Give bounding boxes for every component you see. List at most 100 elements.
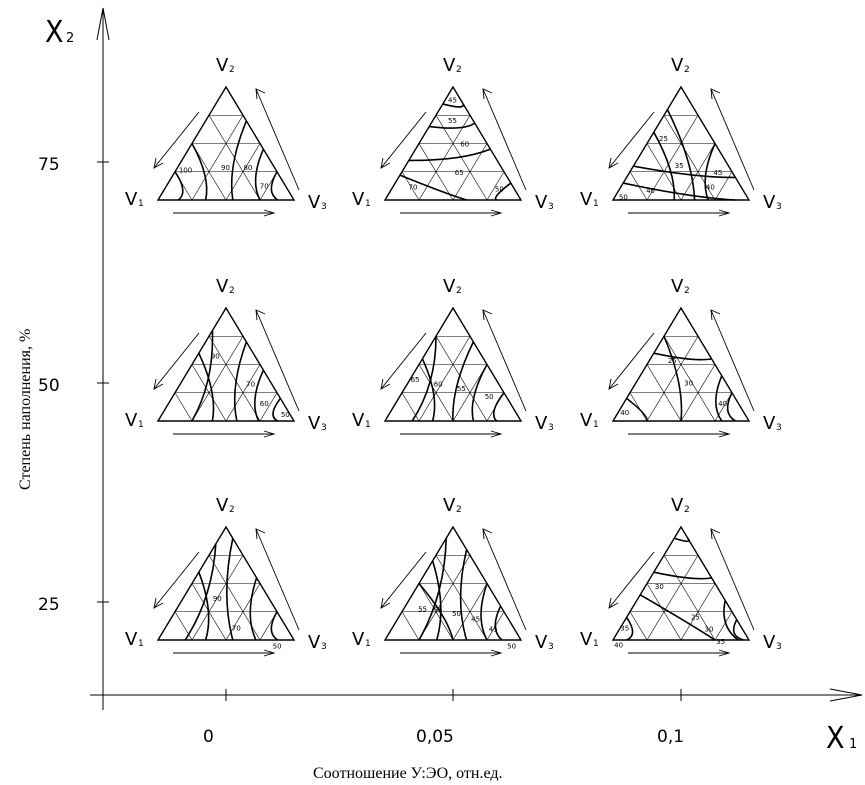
arrow-head xyxy=(482,309,493,321)
arrow-line xyxy=(608,551,655,609)
contour-label: 50 xyxy=(485,393,494,401)
x-tick-label-01: 0,1 xyxy=(657,727,684,747)
vertex-label-v1: V xyxy=(352,629,365,650)
contour-line xyxy=(418,582,454,641)
grid-line xyxy=(646,555,699,641)
vertex-label-v1: V xyxy=(352,189,365,210)
contour-label: 80 xyxy=(243,164,252,172)
contour-label: 35 xyxy=(716,638,725,646)
contour-line xyxy=(653,352,712,361)
grid-line xyxy=(401,611,420,641)
contour-line xyxy=(666,109,696,201)
contour-line xyxy=(639,594,716,641)
vertex-label-v2-sub: 2 xyxy=(229,65,235,75)
contour-line xyxy=(715,375,723,422)
contour-label: 60 xyxy=(260,400,269,408)
vertex-label-v1-sub: 1 xyxy=(593,199,599,209)
vertex-label-v1: V xyxy=(580,189,593,210)
contour-line xyxy=(198,352,215,422)
arrow-line xyxy=(255,88,300,191)
contour-label: 55 xyxy=(418,605,427,613)
arrow-head xyxy=(710,309,721,321)
vertex-label-v3: V xyxy=(535,632,548,653)
arrow-head xyxy=(255,528,266,540)
contour-line xyxy=(431,560,442,641)
contour-lines xyxy=(174,120,279,201)
ternary-triangle xyxy=(611,525,751,641)
grid-line xyxy=(174,392,193,422)
contour-lines xyxy=(399,103,512,201)
vertex-label-v1-sub: 1 xyxy=(365,639,371,649)
grid-line xyxy=(646,115,699,201)
y-tick-label-50: 50 xyxy=(38,376,60,396)
contour-line xyxy=(452,341,475,422)
vertex-label-v1: V xyxy=(580,629,593,650)
y-tick-label-75: 75 xyxy=(38,155,60,175)
grid-line xyxy=(418,364,454,422)
direction-arrows xyxy=(380,309,527,438)
contour-line xyxy=(732,619,744,641)
arrow-line xyxy=(710,309,755,412)
grid-line xyxy=(418,555,471,641)
contour-line xyxy=(459,549,468,641)
arrow-line xyxy=(482,528,527,631)
contour-line xyxy=(198,571,210,641)
contour-label: 70 xyxy=(232,625,241,633)
contour-line xyxy=(492,392,505,422)
contour-line xyxy=(723,600,739,641)
vertex-label-v1: V xyxy=(125,189,138,210)
contour-label: 90 xyxy=(213,595,222,603)
vertex-label-v2: V xyxy=(443,276,456,297)
arrow-line xyxy=(482,309,527,412)
direction-arrows xyxy=(608,88,755,217)
ternary-triangle xyxy=(156,525,296,641)
contour-lines xyxy=(625,537,744,641)
contour-label: 55 xyxy=(457,385,466,393)
vertex-label-v3: V xyxy=(763,413,776,434)
vertex-label-v1-sub: 1 xyxy=(138,639,144,649)
ternary-grid xyxy=(174,335,278,422)
arrow-head xyxy=(255,88,266,100)
contour-line xyxy=(421,358,436,422)
x-tick-label-005: 0,05 xyxy=(416,727,454,747)
vertex-label-v2-sub: 2 xyxy=(229,505,235,515)
contour-lines xyxy=(184,538,279,641)
vertex-label-v2: V xyxy=(671,495,684,516)
arrow-head xyxy=(380,597,391,609)
contour-label: 45 xyxy=(713,169,722,177)
arrow-head xyxy=(482,88,493,100)
contour-line xyxy=(233,341,248,422)
arrow-line xyxy=(153,332,200,390)
axes xyxy=(90,7,863,710)
contour-label: 60 xyxy=(434,381,443,389)
direction-arrows xyxy=(380,88,527,217)
vertex-label-v3: V xyxy=(763,632,776,653)
vertex-label-v2-sub: 2 xyxy=(229,286,235,296)
contour-line xyxy=(673,537,690,543)
direction-arrows xyxy=(153,309,300,438)
arrow-head xyxy=(153,378,164,390)
vertex-label-v2: V xyxy=(671,55,684,76)
contour-label: 50 xyxy=(281,411,290,419)
vertex-label-v2: V xyxy=(216,495,229,516)
vertex-label-v3-sub: 3 xyxy=(548,642,554,652)
grid-line xyxy=(418,336,471,422)
grid-line xyxy=(401,392,420,422)
contour-label: 50 xyxy=(495,186,504,194)
vertex-label-v1-sub: 1 xyxy=(365,199,371,209)
arrow-head xyxy=(608,157,619,169)
vertex-label-v2-sub: 2 xyxy=(456,505,462,515)
contour-label: 50 xyxy=(507,643,516,651)
arrow-line xyxy=(380,332,427,390)
grid-line xyxy=(646,364,682,422)
contour-line xyxy=(191,143,208,201)
vertex-label-v1-sub: 1 xyxy=(138,199,144,209)
contour-label: 40 xyxy=(646,187,655,195)
contour-label: 50 xyxy=(619,194,628,202)
contour-label: 70 xyxy=(246,381,255,389)
direction-arrows xyxy=(608,528,755,657)
